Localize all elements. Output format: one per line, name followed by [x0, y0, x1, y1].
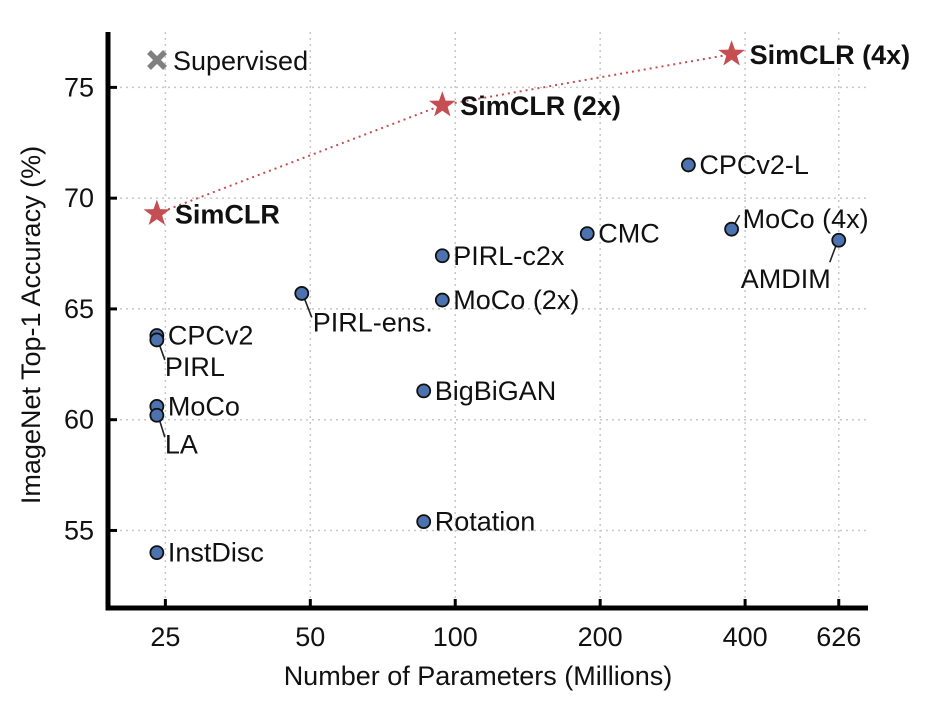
leader-la — [159, 421, 166, 438]
data-points — [143, 40, 847, 561]
label-pirl: PIRL — [165, 352, 225, 382]
label-moco: MoCo — [168, 391, 240, 421]
point-la — [149, 407, 165, 423]
legend: Supervised — [147, 46, 308, 76]
simclr-connecting-line — [156, 53, 732, 215]
label-instdisc: InstDisc — [168, 538, 264, 568]
legend-marker-supervised-x — [147, 50, 167, 70]
grid — [108, 32, 868, 608]
y-tick-label-60: 60 — [64, 405, 94, 435]
leader-pirl-ens — [304, 299, 313, 318]
label-bigbigan: BigBiGAN — [435, 376, 557, 406]
y-tick-label-65: 65 — [64, 294, 94, 324]
label-pirl-ens: PIRL-ens. — [313, 307, 433, 337]
point-bigbigan — [416, 383, 432, 399]
leader-pirl — [159, 345, 166, 361]
x-tick-label-200: 200 — [578, 622, 623, 652]
point-simclr-4x — [718, 40, 745, 66]
point-simclr-2x — [428, 91, 456, 117]
point-pirl-c2x — [434, 248, 450, 264]
point-pirl-ens — [294, 286, 310, 301]
leader-amdim — [828, 245, 837, 263]
point-cpcv2-l — [681, 157, 696, 173]
point-cmc — [579, 226, 595, 242]
x-tick-label-400: 400 — [723, 622, 768, 652]
label-simclr-2x: SimCLR (2x) — [460, 91, 621, 121]
label-la: LA — [165, 429, 198, 459]
label-simclr-4x: SimCLR (4x) — [750, 40, 911, 70]
point-instdisc — [149, 545, 165, 561]
axes: 25 50 100 200 400 626 55 60 65 70 75 — [64, 32, 868, 652]
point-rotation — [416, 514, 432, 529]
label-pirl-c2x: PIRL-c2x — [453, 241, 565, 271]
label-cmc: CMC — [598, 219, 660, 249]
y-axis-title: ImageNet Top-1 Accuracy (%) — [16, 146, 46, 504]
point-moco-4x — [724, 221, 740, 237]
legend-label-supervised: Supervised — [173, 46, 308, 76]
label-cpcv2: CPCv2 — [168, 321, 254, 351]
leader-moco-4x — [733, 214, 741, 225]
x-axis-title: Number of Parameters (Millions) — [284, 661, 673, 691]
label-moco-4x: MoCo (4x) — [743, 204, 869, 234]
label-cpcv2-l: CPCv2-L — [699, 150, 809, 180]
label-moco-2x: MoCo (2x) — [453, 285, 579, 315]
y-tick-label-75: 75 — [64, 72, 94, 102]
x-tick-label-100: 100 — [433, 622, 478, 652]
y-tick-label-70: 70 — [64, 183, 94, 213]
point-amdim — [831, 232, 847, 248]
x-tick-label-626: 626 — [816, 622, 861, 652]
label-rotation: Rotation — [435, 507, 536, 537]
x-tick-label-25: 25 — [150, 622, 180, 652]
y-tick-label-55: 55 — [64, 515, 94, 545]
label-amdim: AMDIM — [741, 264, 831, 294]
point-moco-2x — [434, 292, 450, 308]
label-simclr: SimCLR — [175, 200, 280, 230]
x-tick-label-50: 50 — [295, 622, 325, 652]
point-pirl — [149, 332, 165, 348]
point-simclr — [143, 199, 171, 225]
leader-lines — [159, 214, 837, 438]
